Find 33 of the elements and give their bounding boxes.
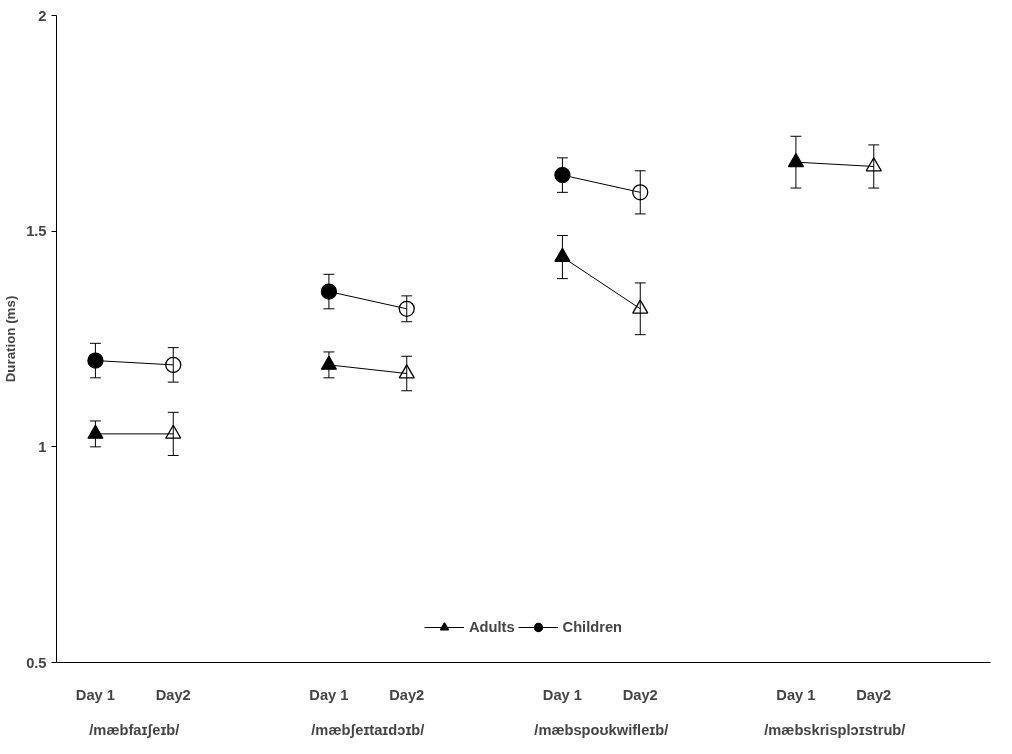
text: /mæbʃeɪtaɪdɔɪb/ — [311, 721, 425, 738]
point — [320, 355, 338, 370]
point — [165, 424, 182, 439]
point — [87, 424, 104, 439]
legend-label: Adults — [468, 619, 515, 635]
x-tick-label: Day2 — [389, 686, 425, 703]
x-tick-label: Day2 — [622, 686, 658, 703]
point — [165, 356, 182, 374]
point — [787, 152, 805, 168]
x-tick-label: Day2 — [155, 686, 191, 703]
point — [87, 352, 104, 369]
y-tick-label: 1.5 — [26, 223, 47, 240]
point — [320, 283, 338, 300]
y-tick-label: 0.5 — [26, 654, 47, 671]
point — [554, 247, 571, 263]
x-tick-label: Day 1 — [309, 686, 349, 703]
x-tick-label: Day 1 — [542, 686, 582, 703]
x-tick-label: Day2 — [856, 686, 892, 703]
x-tick-label: Day 1 — [75, 686, 115, 703]
text: /mæbskrisplɔɪstrub/ — [764, 721, 906, 738]
point — [632, 184, 649, 201]
point — [398, 300, 415, 317]
y-tick-label: 1 — [38, 438, 47, 455]
text: /mæbspoʊkwifleɪb/ — [534, 721, 669, 738]
point — [554, 166, 571, 184]
point — [632, 299, 649, 314]
point — [398, 364, 415, 379]
legend-label: Children — [562, 619, 623, 635]
text: /mæbfaɪʃeɪb/ — [89, 721, 180, 738]
y-axis-title: Duration (ms) — [3, 295, 19, 383]
point — [865, 157, 882, 172]
y-tick-label: 2 — [38, 7, 47, 24]
x-tick-label: Day 1 — [776, 686, 816, 703]
